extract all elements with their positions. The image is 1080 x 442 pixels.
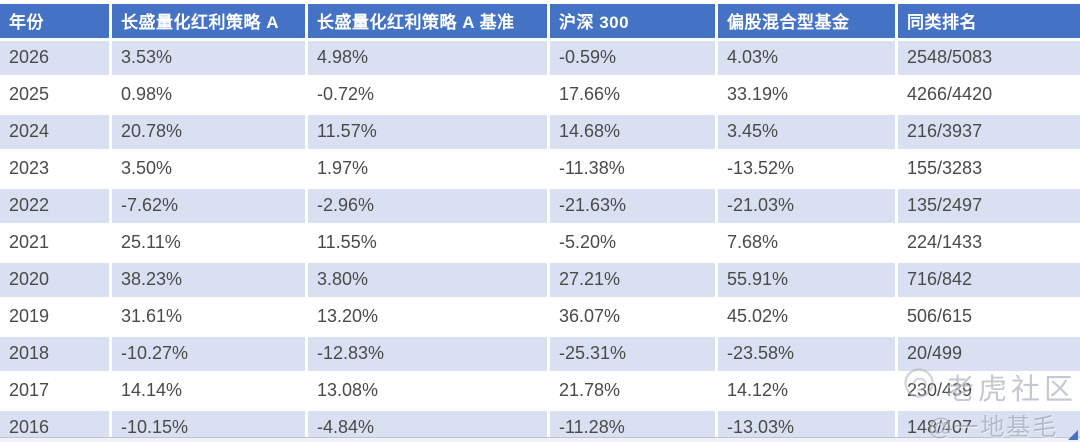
year-cell: 2019	[0, 300, 112, 337]
value-cell: 25.11%	[112, 226, 308, 263]
table-row: 2016 -10.15% -4.84% -11.28% -13.03% 148/407	[0, 411, 1080, 442]
corner-resize-triangle-icon	[1068, 430, 1078, 440]
value-cell: 11.55%	[308, 226, 550, 263]
value-cell: -11.28%	[550, 411, 718, 442]
table-row: 2024 20.78% 11.57% 14.68% 3.45% 216/3937	[0, 115, 1080, 152]
value-cell: 38.23%	[112, 263, 308, 300]
value-cell: -4.84%	[308, 411, 550, 442]
value-cell: -0.72%	[308, 78, 550, 115]
column-header: 沪深 300	[550, 4, 718, 41]
column-header: 偏股混合型基金	[718, 4, 898, 41]
value-cell: 17.66%	[550, 78, 718, 115]
value-cell: 36.07%	[550, 300, 718, 337]
value-cell: 3.53%	[112, 41, 308, 78]
value-cell: -10.15%	[112, 411, 308, 442]
value-cell: 3.80%	[308, 263, 550, 300]
column-header: 长盛量化红利策略 A 基准	[308, 4, 550, 41]
value-cell: -13.52%	[718, 152, 898, 189]
year-cell: 2026	[0, 41, 112, 78]
value-cell: -5.20%	[550, 226, 718, 263]
year-cell: 2021	[0, 226, 112, 263]
value-cell: 3.45%	[718, 115, 898, 152]
value-cell: 14.68%	[550, 115, 718, 152]
value-cell: 155/3283	[898, 152, 1080, 189]
column-header: 长盛量化红利策略 A	[112, 4, 308, 41]
table-row: 2017 14.14% 13.08% 21.78% 14.12% 230/439	[0, 374, 1080, 411]
value-cell: 14.12%	[718, 374, 898, 411]
value-cell: 716/842	[898, 263, 1080, 300]
year-cell: 2022	[0, 189, 112, 226]
value-cell: -25.31%	[550, 337, 718, 374]
value-cell: 55.91%	[718, 263, 898, 300]
table-row: 2022 -7.62% -2.96% -21.63% -21.03% 135/2497	[0, 189, 1080, 226]
value-cell: -2.96%	[308, 189, 550, 226]
value-cell: 27.21%	[550, 263, 718, 300]
value-cell: 230/439	[898, 374, 1080, 411]
value-cell: 33.19%	[718, 78, 898, 115]
table-row: 2019 31.61% 13.20% 36.07% 45.02% 506/615	[0, 300, 1080, 337]
value-cell: 13.08%	[308, 374, 550, 411]
value-cell: 2548/5083	[898, 41, 1080, 78]
value-cell: -13.03%	[718, 411, 898, 442]
table-body: 2026 3.53% 4.98% -0.59% 4.03% 2548/5083 2025 0.…	[0, 41, 1080, 442]
table-row: 2025 0.98% -0.72% 17.66% 33.19% 4266/4420	[0, 78, 1080, 115]
value-cell: -0.59%	[550, 41, 718, 78]
value-cell: 13.20%	[308, 300, 550, 337]
value-cell: -10.27%	[112, 337, 308, 374]
year-cell: 2016	[0, 411, 112, 442]
value-cell: 11.57%	[308, 115, 550, 152]
table-row: 2020 38.23% 3.80% 27.21% 55.91% 716/842	[0, 263, 1080, 300]
value-cell: 4.98%	[308, 41, 550, 78]
value-cell: 20/499	[898, 337, 1080, 374]
value-cell: 4266/4420	[898, 78, 1080, 115]
value-cell: 7.68%	[718, 226, 898, 263]
value-cell: 3.50%	[112, 152, 308, 189]
value-cell: 148/407	[898, 411, 1080, 442]
cutoff-gridline	[0, 437, 1080, 442]
value-cell: 4.03%	[718, 41, 898, 78]
value-cell: 135/2497	[898, 189, 1080, 226]
value-cell: -11.38%	[550, 152, 718, 189]
value-cell: 224/1433	[898, 226, 1080, 263]
value-cell: 20.78%	[112, 115, 308, 152]
value-cell: 45.02%	[718, 300, 898, 337]
value-cell: -21.03%	[718, 189, 898, 226]
value-cell: -12.83%	[308, 337, 550, 374]
column-header: 同类排名	[898, 4, 1080, 41]
value-cell: 21.78%	[550, 374, 718, 411]
year-cell: 2017	[0, 374, 112, 411]
value-cell: 14.14%	[112, 374, 308, 411]
table-row: 2023 3.50% 1.97% -11.38% -13.52% 155/3283	[0, 152, 1080, 189]
value-cell: 216/3937	[898, 115, 1080, 152]
year-cell: 2024	[0, 115, 112, 152]
table-row: 2018 -10.27% -12.83% -25.31% -23.58% 20/499	[0, 337, 1080, 374]
value-cell: -21.63%	[550, 189, 718, 226]
year-cell: 2025	[0, 78, 112, 115]
header-row: 年份 长盛量化红利策略 A 长盛量化红利策略 A 基准 沪深 300 偏股混合型基金 同类…	[0, 4, 1080, 41]
value-cell: 0.98%	[112, 78, 308, 115]
value-cell: -23.58%	[718, 337, 898, 374]
value-cell: -7.62%	[112, 189, 308, 226]
value-cell: 506/615	[898, 300, 1080, 337]
value-cell: 1.97%	[308, 152, 550, 189]
table-row: 2021 25.11% 11.55% -5.20% 7.68% 224/1433	[0, 226, 1080, 263]
column-header: 年份	[0, 4, 112, 41]
year-cell: 2018	[0, 337, 112, 374]
table-row: 2026 3.53% 4.98% -0.59% 4.03% 2548/5083	[0, 41, 1080, 78]
year-cell: 2020	[0, 263, 112, 300]
fund-returns-table: 年份 长盛量化红利策略 A 长盛量化红利策略 A 基准 沪深 300 偏股混合型基金 同类…	[0, 4, 1080, 442]
value-cell: 31.61%	[112, 300, 308, 337]
year-cell: 2023	[0, 152, 112, 189]
